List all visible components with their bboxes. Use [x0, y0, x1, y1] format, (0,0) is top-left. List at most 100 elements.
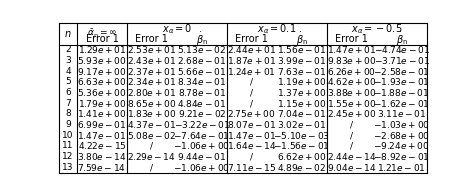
Text: $-1.06e+00$: $-1.06e+00$ — [173, 140, 230, 152]
Text: $/$: $/$ — [249, 87, 255, 98]
Text: $2.80e+01$: $2.80e+01$ — [128, 87, 176, 98]
Text: $-8.92e-01$: $-8.92e-01$ — [374, 151, 430, 162]
Text: $8.78e-01$: $8.78e-01$ — [178, 87, 226, 98]
Text: $1.47e+01$: $1.47e+01$ — [327, 44, 376, 55]
Text: $x_\alpha = -0.5$: $x_\alpha = -0.5$ — [351, 22, 402, 36]
Text: $1.19e+00$: $1.19e+00$ — [277, 76, 327, 87]
Text: $2.34e+01$: $2.34e+01$ — [128, 76, 177, 87]
Text: $1.47e-01$: $1.47e-01$ — [227, 130, 276, 141]
Text: $/$: $/$ — [149, 162, 155, 173]
Text: $\dot{\beta}_{\mathrm{n}}$: $\dot{\beta}_{\mathrm{n}}$ — [296, 31, 308, 48]
Text: $2.43e+01$: $2.43e+01$ — [128, 55, 177, 66]
Text: $6.62e+00$: $6.62e+00$ — [277, 151, 327, 162]
Text: $5.93e+00$: $5.93e+00$ — [77, 55, 127, 66]
Text: $x_\alpha = 0$: $x_\alpha = 0$ — [162, 22, 192, 36]
Text: $3.80e-14$: $3.80e-14$ — [77, 151, 127, 162]
Text: $6.99e-01$: $6.99e-01$ — [77, 119, 127, 130]
Text: Error 1: Error 1 — [136, 34, 168, 44]
Text: $7.04e-01$: $7.04e-01$ — [277, 108, 327, 120]
Text: $4.22e-15$: $4.22e-15$ — [78, 140, 127, 152]
Text: $1.41e+00$: $1.41e+00$ — [77, 108, 127, 120]
Text: $2.45e+00$: $2.45e+00$ — [327, 108, 376, 120]
Text: $9.04e-14$: $9.04e-14$ — [327, 162, 376, 173]
Text: $n$: $n$ — [64, 29, 72, 39]
Text: 7: 7 — [65, 99, 71, 108]
Text: Error 1: Error 1 — [86, 34, 118, 44]
Text: $2.44e+01$: $2.44e+01$ — [227, 44, 276, 55]
Text: 9: 9 — [65, 120, 71, 129]
Text: $1.87e+01$: $1.87e+01$ — [228, 55, 276, 66]
Text: $5.08e-02$: $5.08e-02$ — [128, 130, 176, 141]
Text: 13: 13 — [63, 163, 74, 172]
Text: $-1.93e-01$: $-1.93e-01$ — [373, 76, 430, 87]
Text: $-2.58e-01$: $-2.58e-01$ — [373, 66, 430, 77]
Text: 2: 2 — [65, 45, 71, 55]
Text: $-3.22e-01$: $-3.22e-01$ — [173, 119, 230, 130]
Text: $4.37e-01$: $4.37e-01$ — [128, 119, 177, 130]
Text: $1.21e-01$: $1.21e-01$ — [377, 162, 426, 173]
Text: $-7.64e-01$: $-7.64e-01$ — [173, 130, 230, 141]
Text: $9.21e-02$: $9.21e-02$ — [178, 108, 226, 120]
Text: Error 1: Error 1 — [335, 34, 368, 44]
Text: $8.07e-01$: $8.07e-01$ — [227, 119, 276, 130]
Text: $2.44e-14$: $2.44e-14$ — [327, 151, 376, 162]
Text: $1.55e+00$: $1.55e+00$ — [327, 98, 376, 109]
Text: $9.44e-01$: $9.44e-01$ — [177, 151, 227, 162]
Text: $/$: $/$ — [149, 140, 155, 152]
Text: 3: 3 — [65, 56, 71, 65]
Text: $-3.71e-01$: $-3.71e-01$ — [374, 55, 429, 66]
Text: 6: 6 — [65, 88, 71, 97]
Text: $/$: $/$ — [349, 140, 354, 152]
Text: 12: 12 — [63, 152, 74, 161]
Text: $/$: $/$ — [249, 76, 255, 87]
Text: $-1.62e-01$: $-1.62e-01$ — [373, 98, 430, 109]
Text: $8.65e+00$: $8.65e+00$ — [127, 98, 177, 109]
Text: $/$: $/$ — [249, 98, 255, 109]
Text: $4.84e-01$: $4.84e-01$ — [177, 98, 227, 109]
Text: $-1.88e-01$: $-1.88e-01$ — [374, 87, 430, 98]
Text: $3.02e-01$: $3.02e-01$ — [277, 119, 327, 130]
Text: $x_\alpha = 0.1$: $x_\alpha = 0.1$ — [257, 22, 296, 36]
Text: $-1.06e+00$: $-1.06e+00$ — [173, 162, 230, 173]
Text: $6.63e+00$: $6.63e+00$ — [77, 76, 127, 87]
Text: $1.15e+00$: $1.15e+00$ — [277, 98, 327, 109]
Text: 10: 10 — [63, 131, 74, 140]
Text: $1.24e+01$: $1.24e+01$ — [228, 66, 276, 77]
Text: $/$: $/$ — [349, 130, 354, 141]
Text: 5: 5 — [65, 77, 71, 87]
Text: $7.63e-01$: $7.63e-01$ — [277, 66, 327, 77]
Text: $1.56e-01$: $1.56e-01$ — [277, 44, 327, 55]
Text: $8.34e-01$: $8.34e-01$ — [177, 76, 227, 87]
Text: $3.88e+00$: $3.88e+00$ — [327, 87, 376, 98]
Text: $-1.03e+00$: $-1.03e+00$ — [373, 119, 430, 130]
Text: $\dot{\beta}_{\mathrm{n}}$: $\dot{\beta}_{\mathrm{n}}$ — [196, 31, 208, 48]
Text: $1.37e+00$: $1.37e+00$ — [277, 87, 327, 98]
Text: $9.17e+00$: $9.17e+00$ — [77, 66, 127, 77]
Text: $-1.56e-01$: $-1.56e-01$ — [273, 140, 330, 152]
Text: $7.59e-14$: $7.59e-14$ — [77, 162, 127, 173]
Text: $2.75e+00$: $2.75e+00$ — [228, 108, 276, 120]
Text: $1.83e+00$: $1.83e+00$ — [128, 108, 176, 120]
Text: $-2.68e+00$: $-2.68e+00$ — [373, 130, 430, 141]
Text: $5.36e+00$: $5.36e+00$ — [77, 87, 127, 98]
Text: $1.79e+00$: $1.79e+00$ — [78, 98, 127, 109]
Text: $5.13e-02$: $5.13e-02$ — [177, 44, 227, 55]
Text: $4.89e-02$: $4.89e-02$ — [277, 162, 326, 173]
Text: $-9.24e+00$: $-9.24e+00$ — [374, 140, 430, 152]
Text: $-4.74e-01$: $-4.74e-01$ — [374, 44, 429, 55]
Text: $2.53e+01$: $2.53e+01$ — [128, 44, 177, 55]
Text: $-5.10e-03$: $-5.10e-03$ — [273, 130, 330, 141]
Text: $5.66e-01$: $5.66e-01$ — [177, 66, 227, 77]
Text: $4.62e+00$: $4.62e+00$ — [327, 76, 376, 87]
Text: 11: 11 — [63, 141, 74, 151]
Text: $/$: $/$ — [249, 151, 255, 162]
Text: $2.68e-01$: $2.68e-01$ — [177, 55, 227, 66]
Text: $3.11e-01$: $3.11e-01$ — [377, 108, 426, 120]
Text: $2.37e+01$: $2.37e+01$ — [128, 66, 177, 77]
Text: $\dot{\beta}_{\mathrm{n}}$: $\dot{\beta}_{\mathrm{n}}$ — [396, 31, 408, 48]
Text: $2.29e-14$: $2.29e-14$ — [128, 151, 176, 162]
Text: $1.64e-14$: $1.64e-14$ — [227, 140, 276, 152]
Text: $/$: $/$ — [349, 119, 354, 130]
Text: $6.26e+00$: $6.26e+00$ — [327, 66, 376, 77]
Text: $3.99e-01$: $3.99e-01$ — [277, 55, 327, 66]
